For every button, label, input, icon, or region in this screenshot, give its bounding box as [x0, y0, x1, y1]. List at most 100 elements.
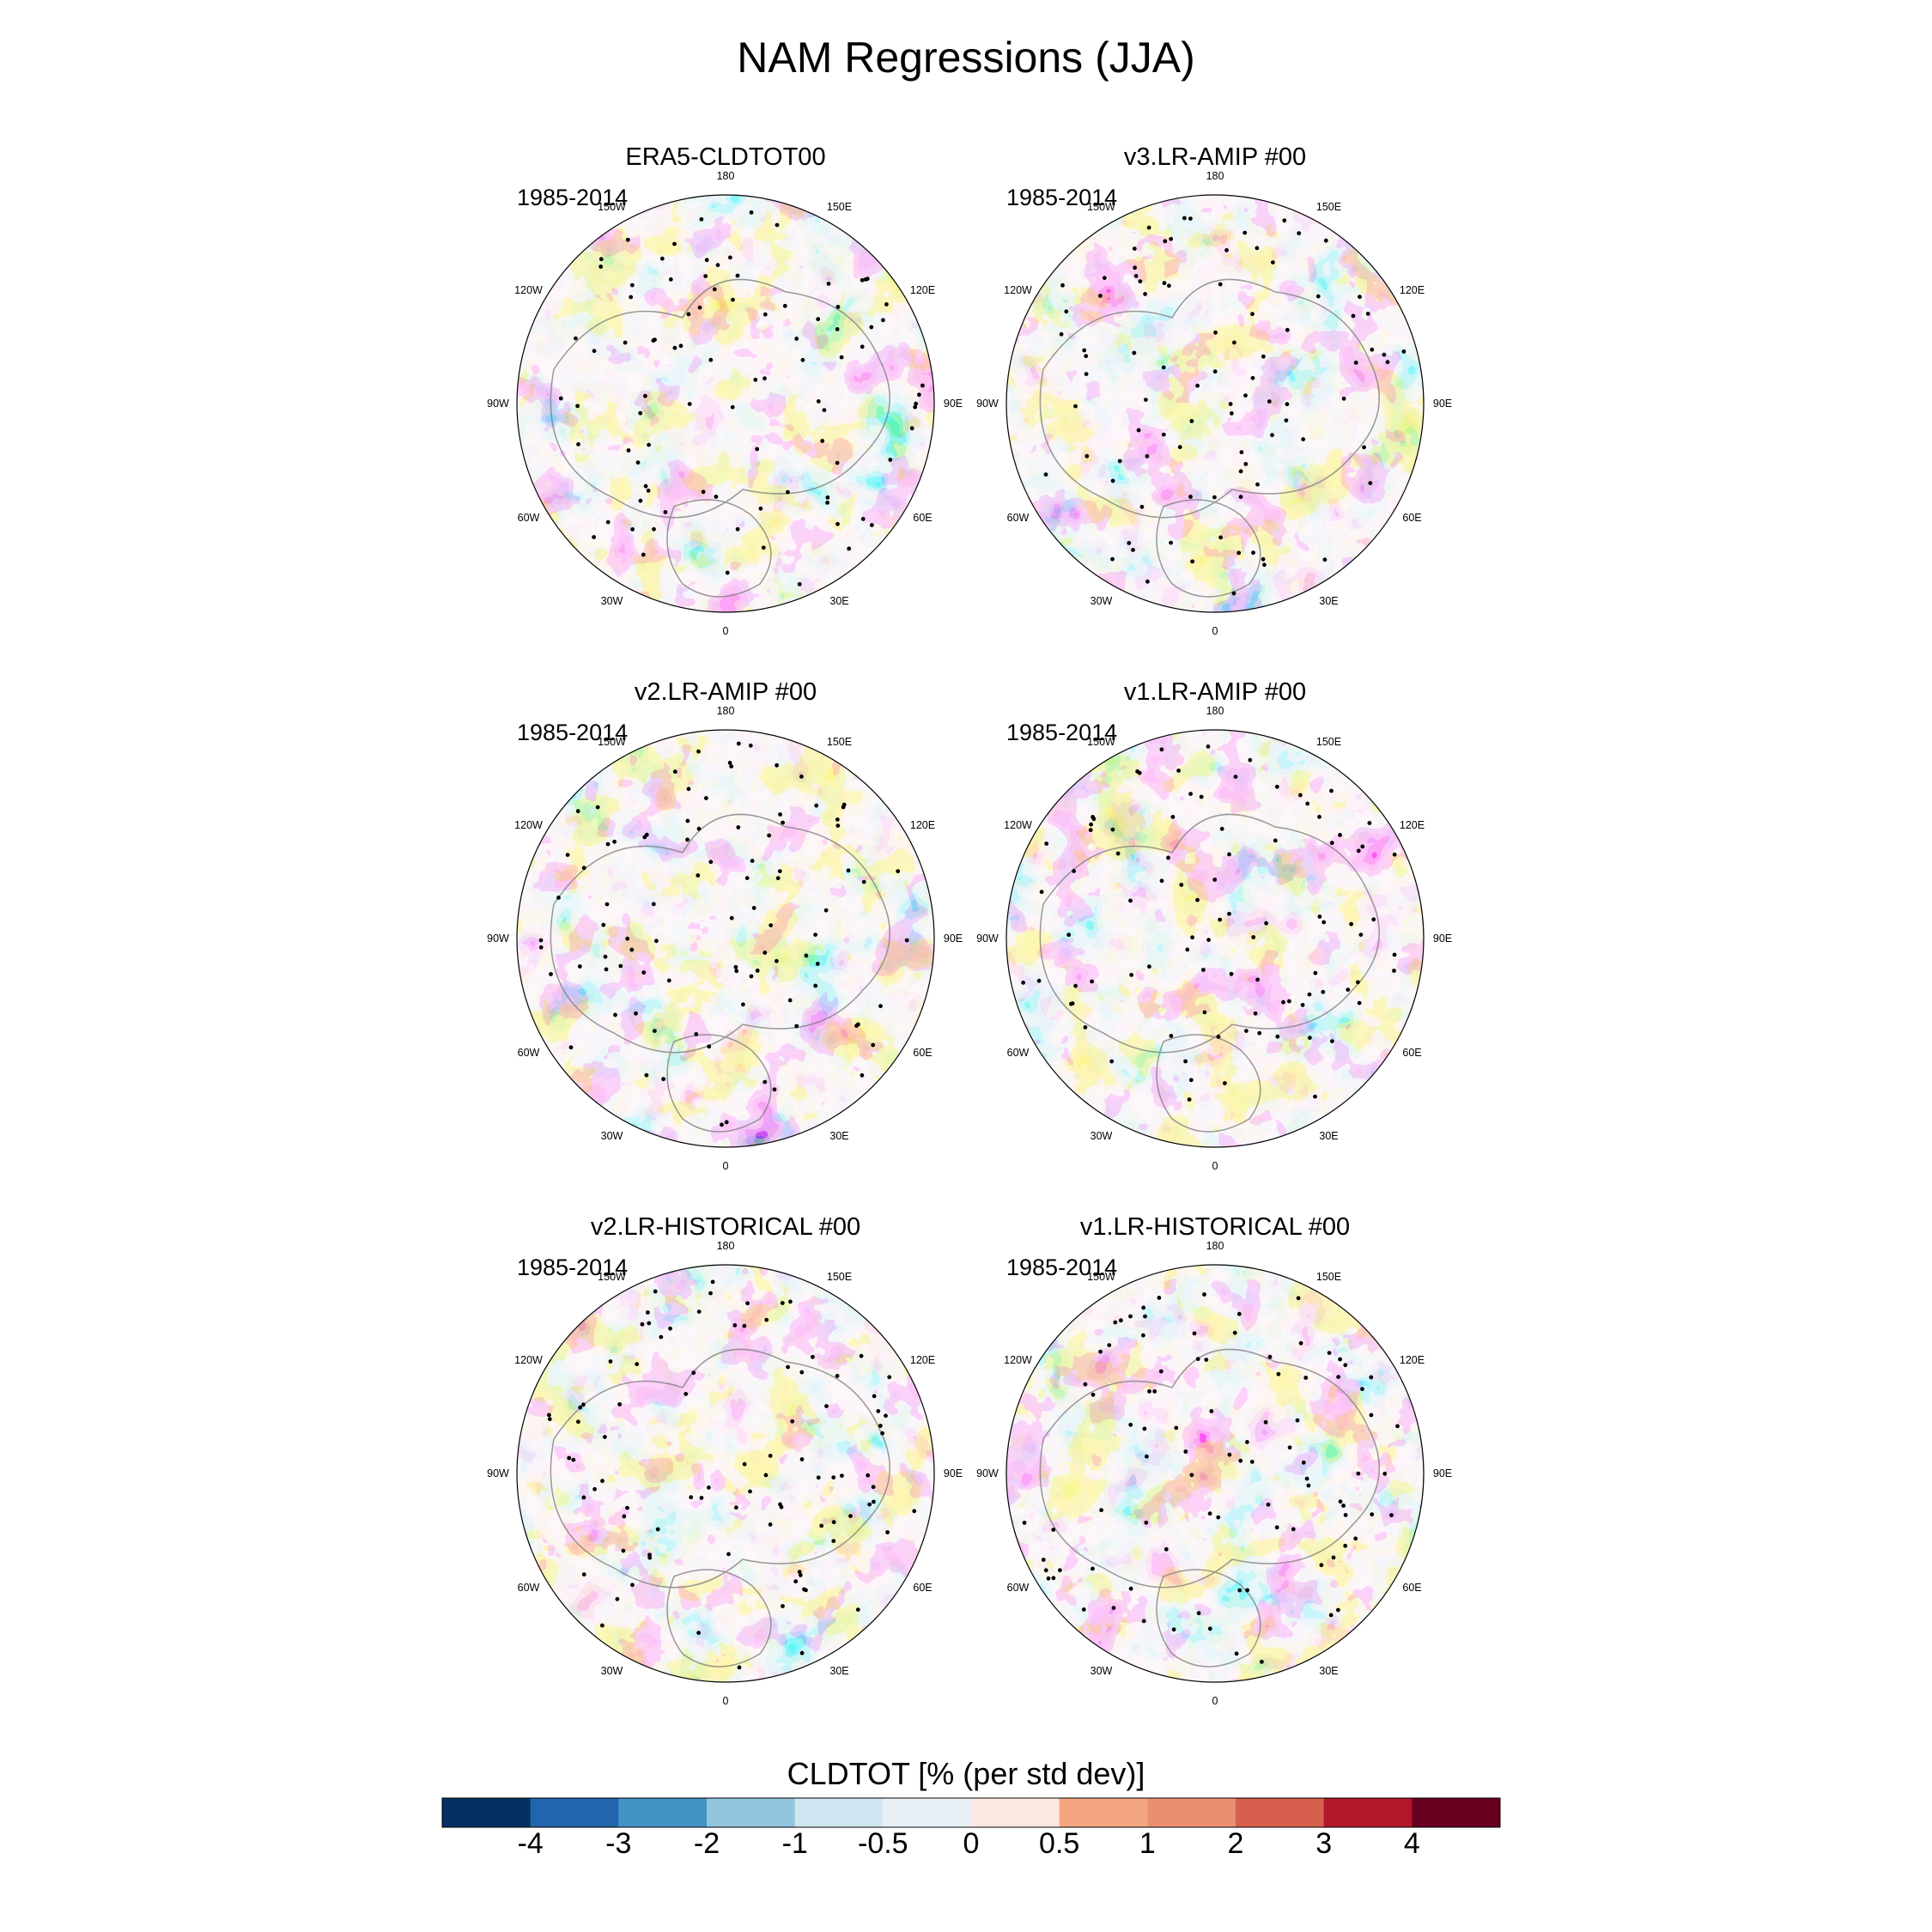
significance-dot: [1360, 844, 1365, 849]
significance-dot: [625, 237, 630, 242]
significance-dot: [1185, 947, 1190, 952]
significance-dot: [1263, 1419, 1268, 1425]
significance-dot: [736, 741, 741, 746]
significance-dot: [748, 1489, 752, 1494]
significance-dot: [1238, 1458, 1243, 1463]
significance-dot: [896, 869, 901, 873]
significance-dot: [748, 743, 753, 748]
significance-dot: [794, 337, 799, 341]
longitude-label: 30W: [1090, 1129, 1113, 1142]
panel-period: 1985-2014: [1006, 720, 1118, 745]
significance-dot: [750, 859, 755, 863]
significance-dot: [1187, 1097, 1192, 1102]
significance-dot: [1264, 920, 1268, 926]
significance-dot: [761, 545, 766, 550]
significance-dot: [1353, 361, 1358, 365]
colorbar-swatch: [794, 1798, 884, 1827]
significance-dot: [816, 317, 821, 322]
significance-dot: [672, 769, 677, 775]
panel-period: 1985-2014: [517, 1255, 629, 1280]
significance-dot: [1163, 1546, 1169, 1552]
significance-dot: [1183, 1449, 1188, 1454]
map-field: [1006, 195, 1424, 612]
significance-dot: [1295, 1418, 1300, 1423]
significance-dot: [567, 1455, 572, 1461]
significance-dot: [1271, 260, 1275, 264]
significance-dot: [1257, 1030, 1262, 1036]
significance-dot: [1369, 1413, 1374, 1418]
significance-dot: [762, 951, 768, 955]
significance-dot: [1070, 1001, 1075, 1005]
longitude-label: 90W: [976, 398, 999, 410]
significance-dot: [1098, 1349, 1103, 1354]
significance-dot: [815, 962, 820, 966]
longitude-label: 150E: [826, 200, 853, 213]
significance-dot: [1362, 445, 1366, 450]
significance-dot: [641, 970, 647, 975]
significance-dot: [1169, 1034, 1174, 1038]
significance-dot: [1239, 450, 1244, 455]
significance-dot: [647, 1321, 652, 1326]
significance-dot: [1385, 360, 1390, 365]
significance-dot: [1157, 1296, 1162, 1300]
significance-dot: [1139, 504, 1145, 509]
significance-dot: [568, 1045, 574, 1050]
significance-dot: [1296, 1296, 1301, 1301]
significance-dot: [1276, 1371, 1281, 1376]
panel-title: v3.LR-AMIP #00: [1123, 143, 1307, 171]
longitude-label: 90E: [943, 398, 963, 410]
significance-dot: [715, 263, 720, 268]
longitude-label: 180: [1206, 1240, 1224, 1252]
significance-dot: [885, 1530, 890, 1534]
significance-dot: [904, 938, 909, 943]
significance-dot: [647, 442, 651, 447]
significance-dot: [1145, 579, 1150, 584]
colorbar-swatch: [442, 1798, 532, 1827]
significance-dot: [581, 866, 586, 871]
significance-dot: [595, 805, 600, 810]
longitude-label: 90W: [976, 933, 999, 945]
significance-dot: [623, 340, 628, 345]
colorbar-tick-label: 1: [1139, 1827, 1156, 1860]
longitude-label: 150W: [598, 735, 626, 748]
colorbar-tick-label: 2: [1227, 1827, 1244, 1860]
significance-dot: [726, 1552, 731, 1557]
significance-dot: [1145, 1454, 1149, 1459]
significance-dot: [1233, 775, 1238, 779]
longitude-label: 90E: [943, 933, 963, 945]
significance-dot: [1043, 472, 1048, 477]
significance-dot: [659, 256, 665, 261]
significance-dot: [625, 936, 630, 941]
significance-dot: [613, 1012, 617, 1018]
significance-dot: [608, 1359, 613, 1364]
significance-dot: [1152, 1389, 1157, 1394]
significance-dot: [1163, 239, 1168, 244]
significance-dot: [549, 972, 553, 976]
significance-dot: [876, 1409, 881, 1413]
significance-dot: [704, 258, 709, 263]
significance-dot: [1275, 1034, 1280, 1039]
significance-dot: [629, 283, 635, 288]
longitude-label: 0: [722, 625, 729, 637]
significance-dot: [734, 1505, 738, 1510]
significance-dot: [625, 1505, 629, 1510]
significance-dot: [1338, 833, 1342, 837]
significance-dot: [576, 442, 580, 447]
significance-dot: [1349, 921, 1353, 927]
significance-dot: [1284, 418, 1289, 422]
longitude-label: 120E: [909, 283, 936, 296]
significance-dot: [1207, 1626, 1212, 1631]
significance-dot: [1238, 495, 1243, 500]
significance-dot: [1301, 437, 1306, 441]
significance-dot: [1098, 294, 1103, 298]
significance-dot: [612, 839, 617, 844]
significance-dot: [1234, 1651, 1239, 1656]
anomaly-field: [1006, 1265, 1424, 1682]
panel-period: 1985-2014: [1006, 1255, 1118, 1280]
significance-dot: [1382, 352, 1387, 357]
significance-dot: [860, 1072, 865, 1078]
significance-dot: [1358, 933, 1364, 937]
significance-dot: [727, 761, 732, 765]
significance-dot: [1102, 276, 1107, 281]
longitude-label: 120E: [909, 1353, 936, 1366]
